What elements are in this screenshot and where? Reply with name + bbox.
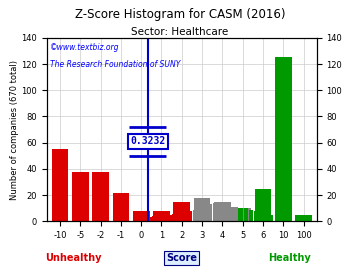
Bar xyxy=(259,212,263,221)
Bar xyxy=(133,211,149,221)
Bar xyxy=(193,210,197,221)
Bar xyxy=(238,208,243,221)
Bar xyxy=(72,171,89,221)
Bar xyxy=(153,211,170,221)
Bar xyxy=(295,215,312,221)
Bar xyxy=(142,217,147,221)
Text: ©www.textbiz.org: ©www.textbiz.org xyxy=(50,43,119,52)
Bar xyxy=(172,214,177,221)
Bar xyxy=(254,211,258,221)
Bar xyxy=(203,206,207,221)
Bar xyxy=(162,215,167,221)
Bar xyxy=(198,208,202,221)
Bar xyxy=(188,211,192,221)
Bar xyxy=(213,203,217,221)
Bar xyxy=(152,216,157,221)
Bar xyxy=(275,58,292,221)
Text: Unhealthy: Unhealthy xyxy=(46,253,102,263)
Bar xyxy=(183,211,187,221)
Bar xyxy=(218,203,222,221)
Bar xyxy=(223,206,228,221)
Bar xyxy=(243,208,248,221)
Bar xyxy=(113,193,129,221)
Bar xyxy=(52,149,68,221)
Bar xyxy=(264,214,268,221)
Bar xyxy=(194,198,211,221)
Bar xyxy=(177,214,182,221)
Bar xyxy=(269,215,273,221)
Bar xyxy=(233,207,238,221)
Bar xyxy=(214,202,231,221)
Bar xyxy=(174,202,190,221)
Bar xyxy=(167,215,172,221)
Text: The Research Foundation of SUNY: The Research Foundation of SUNY xyxy=(50,60,180,69)
Y-axis label: Number of companies (670 total): Number of companies (670 total) xyxy=(10,60,19,200)
Text: Sector: Healthcare: Sector: Healthcare xyxy=(131,27,229,37)
Bar xyxy=(92,171,109,221)
Bar xyxy=(255,189,271,221)
Text: 0.3232: 0.3232 xyxy=(130,136,165,146)
Bar xyxy=(249,210,253,221)
Text: Healthy: Healthy xyxy=(269,253,311,263)
Bar xyxy=(147,217,152,221)
Bar xyxy=(157,216,162,221)
Bar xyxy=(234,208,251,221)
Text: Z-Score Histogram for CASM (2016): Z-Score Histogram for CASM (2016) xyxy=(75,8,285,21)
Bar xyxy=(208,204,212,221)
Text: Score: Score xyxy=(166,253,197,263)
Bar xyxy=(228,207,233,221)
